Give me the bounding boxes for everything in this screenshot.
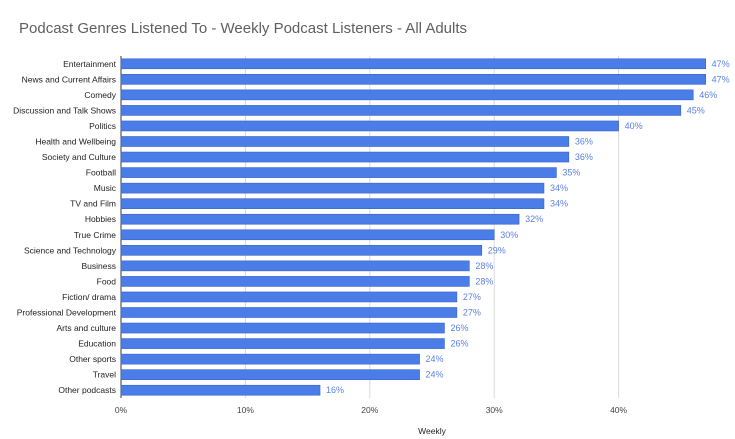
data-label: 30%: [500, 230, 518, 240]
category-label: Health and Wellbeing: [35, 137, 116, 147]
data-label: 34%: [550, 183, 568, 193]
category-label: Science and Technology: [24, 245, 117, 255]
category-label: Business: [82, 261, 117, 271]
x-axis-title: Weekly: [418, 426, 446, 436]
data-label: 26%: [450, 323, 468, 333]
chart-title: Podcast Genres Listened To - Weekly Podc…: [19, 20, 468, 37]
category-label: Food: [97, 276, 117, 286]
bar: [120, 167, 557, 178]
category-label: Travel: [93, 370, 116, 380]
category-label: Fiction/ drama: [62, 292, 116, 302]
bar: [120, 105, 682, 116]
bar: [120, 74, 706, 85]
bar: [120, 291, 458, 303]
bar: [120, 58, 706, 70]
x-tick-label: 0%: [115, 405, 128, 415]
data-label: 46%: [699, 90, 717, 100]
x-tick-label: 30%: [486, 405, 503, 415]
bar: [120, 353, 420, 365]
data-label: 27%: [463, 292, 481, 302]
bar: [120, 229, 495, 241]
category-label: Other podcasts: [58, 385, 116, 395]
category-label: True Crime: [74, 230, 116, 240]
bar: [120, 182, 545, 194]
category-label: Arts and culture: [56, 323, 116, 333]
bar: [120, 120, 619, 132]
x-tick-label: 10%: [237, 405, 254, 415]
data-label: 47%: [712, 74, 730, 84]
category-label: Football: [86, 168, 116, 178]
category-label: Politics: [89, 121, 116, 131]
data-label: 34%: [550, 199, 568, 209]
data-label: 40%: [625, 121, 643, 131]
category-label: Discussion and Talk Shows: [13, 105, 116, 115]
data-label: 32%: [525, 214, 543, 224]
bar: [120, 369, 420, 380]
bar: [120, 260, 470, 272]
category-label: Professional Development: [17, 308, 117, 318]
labels: 0% 10% 20% 30% 40% Entertainment 47% News and C…: [13, 59, 730, 415]
category-label: Comedy: [84, 90, 116, 100]
bar: [120, 384, 321, 396]
data-label: 28%: [475, 261, 493, 271]
bar: [120, 151, 570, 163]
data-label: 26%: [450, 339, 468, 349]
data-label: 27%: [463, 308, 481, 318]
data-label: 16%: [326, 385, 344, 395]
data-label: 29%: [488, 245, 506, 255]
data-label: 24%: [426, 354, 444, 364]
bar: [120, 276, 470, 287]
category-label: Other sports: [69, 354, 116, 364]
data-label: 28%: [475, 276, 493, 286]
data-label: 24%: [426, 370, 444, 380]
x-tick-label: 20%: [361, 405, 378, 415]
data-label: 36%: [575, 152, 593, 162]
bar: [120, 136, 570, 147]
bar: [120, 245, 483, 256]
x-tick-label: 40%: [610, 405, 627, 415]
bar: [120, 89, 694, 101]
category-label: Music: [94, 183, 117, 193]
category-label: Entertainment: [63, 59, 117, 69]
bars: [120, 58, 706, 396]
data-label: 35%: [562, 168, 580, 178]
category-label: Education: [78, 339, 116, 349]
bar: [120, 213, 520, 225]
category-label: TV and Film: [70, 199, 116, 209]
bar: [120, 307, 458, 318]
data-label: 45%: [687, 105, 705, 115]
bar: [120, 322, 445, 334]
category-label: Society and Culture: [42, 152, 116, 162]
data-label: 47%: [712, 59, 730, 69]
category-label: News and Current Affairs: [22, 74, 116, 84]
bar: [120, 338, 445, 349]
category-label: Hobbies: [85, 214, 116, 224]
bar: [120, 198, 545, 209]
data-label: 36%: [575, 137, 593, 147]
